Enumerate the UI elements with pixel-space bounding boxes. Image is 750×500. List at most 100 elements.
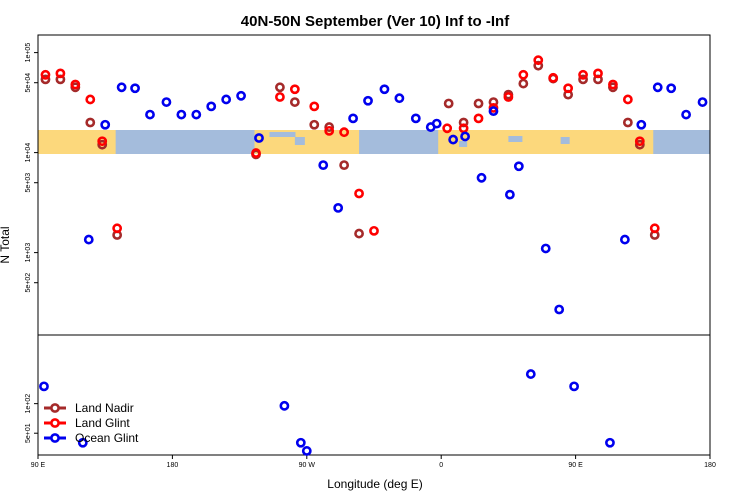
- ocean-glint-point: [681, 109, 692, 120]
- water-inlet: [294, 137, 305, 145]
- x-axis-label: Longitude (deg E): [327, 477, 422, 491]
- land-nadir-point: [488, 97, 499, 107]
- ocean-glint-point: [301, 446, 312, 456]
- ocean-glint-point: [236, 90, 246, 101]
- data-points: [39, 55, 708, 456]
- ocean-glint-point: [363, 95, 373, 106]
- ocean-glint-point: [77, 437, 88, 448]
- water-inlet: [560, 137, 570, 144]
- ocean-glint-point: [605, 437, 615, 448]
- y-tick-label: 5e+02: [25, 273, 32, 293]
- land-glint-point: [112, 223, 123, 234]
- ocean-glint-point: [191, 109, 202, 120]
- ocean-glint-point: [636, 119, 647, 130]
- land-glint-point: [85, 94, 96, 105]
- land-glint-point: [634, 136, 645, 147]
- y-tick-label: 1e+02: [25, 394, 32, 414]
- land-nadir-point: [85, 117, 96, 128]
- x-tick-label: 90 E: [568, 462, 583, 469]
- land-nadir-point: [275, 82, 285, 93]
- ocean-glint-point: [279, 400, 290, 411]
- ocean-glint-point: [145, 109, 155, 120]
- chart-title: 40N-50N September (Ver 10) Inf to -Inf: [241, 13, 510, 30]
- water-inlet: [459, 141, 468, 147]
- land-nadir-point: [518, 78, 529, 89]
- y-axis-label: N Total: [0, 226, 12, 263]
- land-glint-point: [70, 79, 81, 90]
- land-nadir-point: [309, 119, 320, 130]
- ocean-glint-point: [554, 304, 565, 315]
- ocean-glint-point: [39, 381, 49, 392]
- land-glint-point: [458, 123, 469, 134]
- land-nadir-point: [339, 160, 350, 171]
- land-glint-point: [563, 83, 574, 94]
- ocean-glint-point: [83, 234, 94, 245]
- ocean-glint-point: [431, 118, 442, 129]
- land-glint-point: [518, 69, 529, 80]
- land-glint-point: [55, 68, 66, 79]
- ocean-glint-point: [130, 83, 140, 94]
- land-glint-point: [533, 55, 544, 66]
- ocean-glint-point: [161, 97, 172, 107]
- ocean-glint-point: [476, 172, 487, 183]
- land-glint-point: [40, 69, 51, 80]
- plot-frame: [37, 34, 711, 456]
- ocean-glint-point: [176, 109, 187, 120]
- ocean-glint-point: [206, 101, 217, 112]
- y-tick-label: 5e+04: [25, 73, 32, 93]
- y-axis-lower: 1e+02 5e+01: [25, 394, 38, 443]
- legend-label-land-glint: Land Glint: [75, 416, 130, 430]
- ocean-glint-point: [460, 131, 470, 142]
- world-map-band: [38, 130, 710, 154]
- land-nadir-point: [473, 98, 484, 109]
- ocean-glint-point: [666, 83, 677, 94]
- land-glint-point: [548, 72, 559, 83]
- y-tick-label: 5e+01: [25, 423, 32, 443]
- ocean-glint-point: [569, 381, 580, 392]
- land-glint-point: [339, 127, 350, 138]
- ocean-glint-point: [333, 202, 344, 213]
- land-nadir-point: [354, 228, 364, 239]
- land-glint-point: [354, 188, 364, 199]
- land-nadir-point: [40, 74, 51, 85]
- ocean-glint-point: [348, 113, 358, 124]
- legend-label-land-nadir: Land Nadir: [75, 401, 134, 415]
- ocean-glint-point: [513, 161, 524, 172]
- land-glint-point: [309, 101, 320, 112]
- land-glint-point: [608, 79, 618, 90]
- land-glint-point: [442, 123, 453, 134]
- land-glint-point: [503, 92, 514, 102]
- ocean-glint-point: [295, 437, 306, 448]
- land-glint-point: [578, 69, 588, 80]
- y-tick-label: 1e+04: [25, 143, 32, 163]
- land-nadir-point: [622, 117, 633, 128]
- ocean-glint-point: [619, 234, 630, 245]
- ocean-glint-point: [221, 94, 232, 105]
- ocean-glint-point: [394, 93, 405, 104]
- land-glint-point: [324, 125, 335, 136]
- water-inlet: [269, 132, 296, 137]
- ocean-glint-point: [116, 82, 127, 93]
- ocean-glint-point: [488, 106, 499, 117]
- land-nadir-point: [458, 117, 469, 128]
- x-tick-label: 0: [439, 462, 443, 469]
- land-nadir-point: [533, 60, 544, 71]
- y-tick-label: 5e+03: [25, 173, 32, 193]
- land-glint-point: [289, 84, 300, 95]
- land-glint-point: [473, 113, 484, 124]
- land-glint-point: [275, 92, 285, 102]
- ocean-glint-point: [410, 113, 421, 124]
- ocean-glint-point: [652, 82, 663, 93]
- ocean-glint-point: [318, 160, 329, 171]
- land-glint-point: [622, 94, 633, 105]
- x-tick-label: 90 E: [31, 462, 46, 469]
- land-nadir-point: [634, 139, 645, 150]
- legend-marker-land-nadir: [50, 403, 60, 413]
- legend-marker-ocean-glint: [50, 433, 60, 443]
- land-glint-point: [251, 148, 261, 158]
- land-nadir-point: [97, 139, 108, 150]
- x-axis: 90 E 180 90 W 0 90 E 180: [31, 455, 716, 469]
- land-nadir-point: [443, 98, 454, 109]
